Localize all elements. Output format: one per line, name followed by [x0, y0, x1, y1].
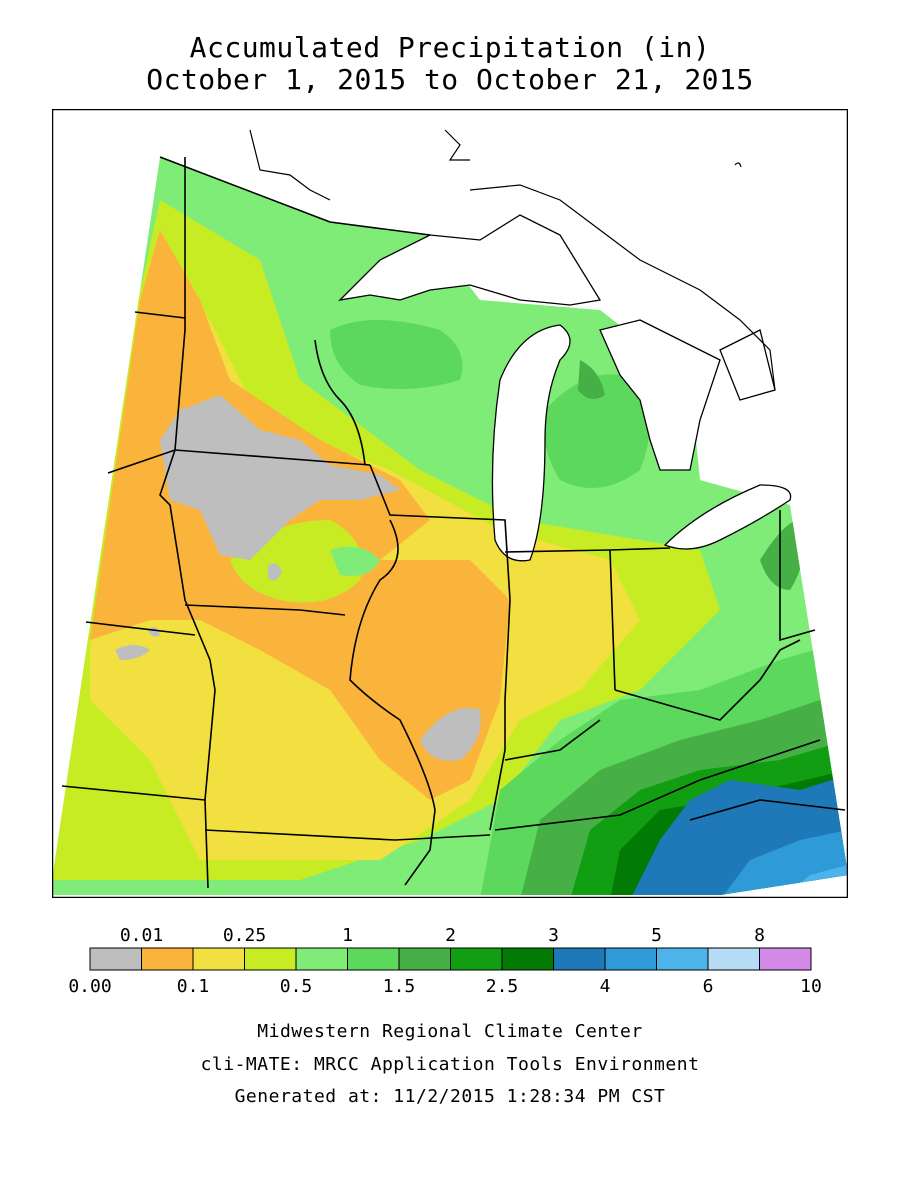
- great-lakes: [338, 214, 792, 562]
- legend-bottom-label: 6: [703, 976, 714, 997]
- legend-swatch: [450, 947, 503, 971]
- legend-swatch: [192, 947, 245, 971]
- credit-tool: cli-MATE: MRCC Application Tools Environ…: [200, 1054, 700, 1075]
- legend-swatches: [89, 947, 812, 971]
- legend-swatch: [501, 947, 554, 971]
- map-title: Accumulated Precipitation (in): [189, 31, 711, 64]
- precipitation-map: [52, 109, 848, 898]
- legend-top-label: 0.25: [223, 925, 266, 946]
- legend-bottom-label: 10: [800, 976, 822, 997]
- legend-swatch: [89, 947, 142, 971]
- legend-bottom-label: 1.5: [383, 976, 416, 997]
- legend-bottom-label: 0.00: [68, 976, 111, 997]
- credit-organization: Midwestern Regional Climate Center: [257, 1021, 643, 1042]
- color-legend: 0.01 0.25 1 2 3 5 8 0.00 0.1 0.5 1.5 2.5 4 6 10: [68, 925, 822, 997]
- legend-top-labels: 0.01 0.25 1 2 3 5 8: [120, 925, 765, 946]
- state-borders: [61, 156, 846, 889]
- legend-top-label: 3: [548, 925, 559, 946]
- legend-swatch: [553, 947, 606, 971]
- legend-bottom-labels: 0.00 0.1 0.5 1.5 2.5 4 6 10: [68, 976, 822, 997]
- legend-swatch: [398, 947, 451, 971]
- legend-swatch: [604, 947, 657, 971]
- legend-swatch: [347, 947, 400, 971]
- map-date-range: October 1, 2015 to October 21, 2015: [146, 63, 754, 96]
- map-frame: [52, 109, 848, 898]
- legend-swatch: [244, 947, 297, 971]
- legend-bottom-label: 4: [600, 976, 611, 997]
- legend-swatch: [759, 947, 812, 971]
- credit-generated: Generated at: 11/2/2015 1:28:34 PM CST: [234, 1086, 666, 1107]
- legend-swatch: [707, 947, 760, 971]
- legend-bottom-label: 0.5: [280, 976, 313, 997]
- legend-top-label: 1: [342, 925, 353, 946]
- legend-top-label: 5: [651, 925, 662, 946]
- legend-bottom-label: 2.5: [486, 976, 519, 997]
- legend-top-label: 0.01: [120, 925, 163, 946]
- legend-top-label: 2: [445, 925, 456, 946]
- legend-swatch: [141, 947, 194, 971]
- legend-swatch: [656, 947, 709, 971]
- coastline-details: [249, 129, 776, 391]
- legend-swatch: [295, 947, 348, 971]
- legend-top-label: 8: [754, 925, 765, 946]
- legend-bottom-label: 0.1: [177, 976, 210, 997]
